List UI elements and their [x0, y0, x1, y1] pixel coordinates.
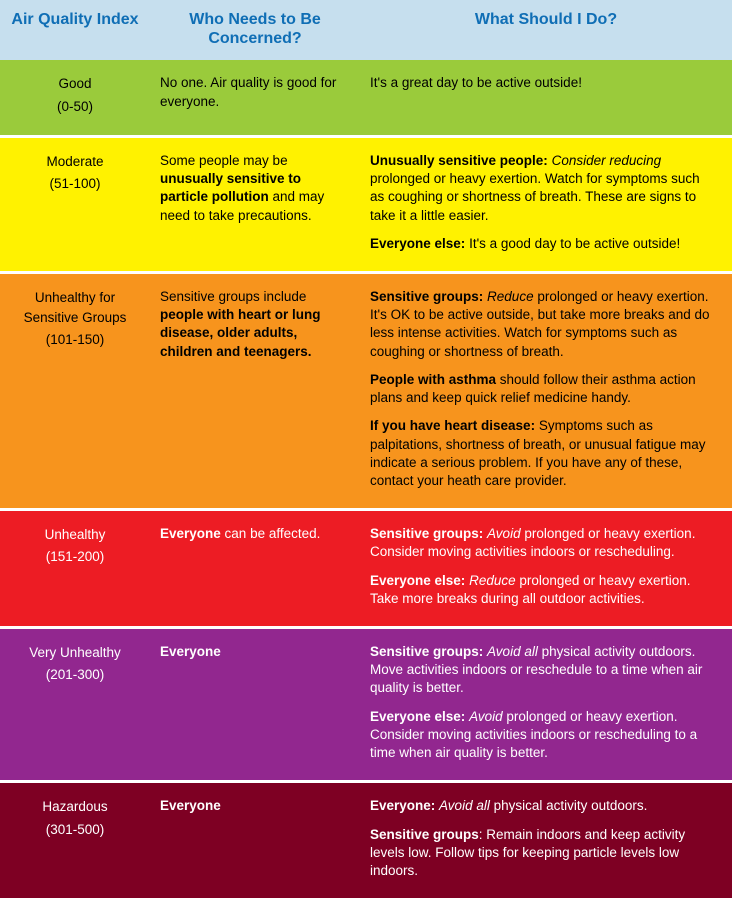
- aqi-action-cell: Everyone: Avoid all physical activity ou…: [360, 797, 732, 880]
- aqi-range-label: (201-300): [10, 665, 140, 685]
- aqi-concern-cell: Everyone: [150, 643, 360, 762]
- aqi-category-label: Very Unhealthy: [29, 645, 121, 660]
- aqi-concern-cell: No one. Air quality is good for everyone…: [150, 74, 360, 117]
- aqi-action-cell: Sensitive groups: Avoid all physical act…: [360, 643, 732, 762]
- aqi-row-unhealthy: Unhealthy (151-200) Everyone can be affect…: [0, 508, 732, 626]
- aqi-row-hazardous: Hazardous (301-500) EveryoneEveryone: Avoi…: [0, 780, 732, 898]
- aqi-label-cell: Very Unhealthy (201-300): [0, 643, 150, 762]
- aqi-range-label: (101-150): [10, 330, 140, 350]
- header-col-action-label: What Should I Do?: [475, 10, 617, 29]
- header-col-index: Air Quality Index: [0, 10, 150, 48]
- aqi-action-cell: Unusually sensitive people: Consider red…: [360, 152, 732, 253]
- aqi-row-moderate: Moderate (51-100) Some people may be unusu…: [0, 135, 732, 271]
- aqi-label-cell: Hazardous (301-500): [0, 797, 150, 880]
- aqi-action-cell: Sensitive groups: Avoid prolonged or hea…: [360, 525, 732, 608]
- aqi-concern-cell: Some people may be unusually sensitive t…: [150, 152, 360, 253]
- aqi-range-label: (0-50): [10, 97, 140, 117]
- aqi-category-label: Good: [58, 76, 91, 91]
- aqi-category-label: Unhealthy for Sensitive Groups: [24, 290, 127, 325]
- aqi-category-label: Hazardous: [42, 799, 107, 814]
- table-header: Air Quality Index Who Needs to Be Concer…: [0, 0, 732, 60]
- header-col-concern-label: Who Needs to Be Concerned?: [160, 10, 350, 48]
- aqi-range-label: (301-500): [10, 820, 140, 840]
- aqi-category-label: Unhealthy: [45, 527, 106, 542]
- aqi-range-label: (151-200): [10, 547, 140, 567]
- aqi-row-usg: Unhealthy for Sensitive Groups (101-150) S…: [0, 271, 732, 508]
- aqi-category-label: Moderate: [46, 154, 103, 169]
- aqi-concern-cell: Everyone can be affected.: [150, 525, 360, 608]
- aqi-table: Air Quality Index Who Needs to Be Concer…: [0, 0, 732, 898]
- header-col-index-label: Air Quality Index: [11, 10, 138, 29]
- aqi-row-good: Good (0-50) No one. Air quality is good fo…: [0, 60, 732, 135]
- aqi-label-cell: Unhealthy (151-200): [0, 525, 150, 608]
- aqi-row-very-unhealthy: Very Unhealthy (201-300) EveryoneSensitive…: [0, 626, 732, 780]
- aqi-label-cell: Unhealthy for Sensitive Groups (101-150): [0, 288, 150, 490]
- aqi-action-cell: Sensitive groups: Reduce prolonged or he…: [360, 288, 732, 490]
- aqi-label-cell: Moderate (51-100): [0, 152, 150, 253]
- aqi-concern-cell: Sensitive groups include people with hea…: [150, 288, 360, 490]
- aqi-label-cell: Good (0-50): [0, 74, 150, 117]
- header-col-action: What Should I Do?: [360, 10, 732, 48]
- aqi-range-label: (51-100): [10, 174, 140, 194]
- header-col-concern: Who Needs to Be Concerned?: [150, 10, 360, 48]
- aqi-concern-cell: Everyone: [150, 797, 360, 880]
- table-body: Good (0-50) No one. Air quality is good fo…: [0, 60, 732, 898]
- aqi-action-cell: It's a great day to be active outside!: [360, 74, 732, 117]
